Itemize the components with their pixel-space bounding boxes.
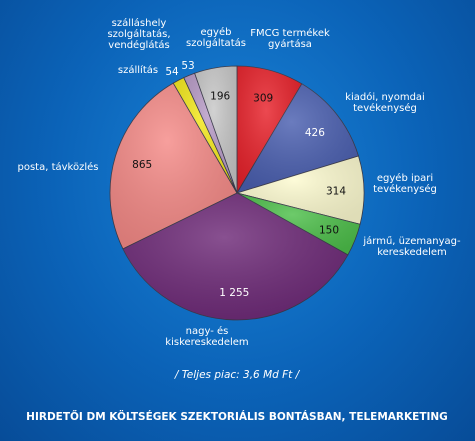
pie-slice-shade-5	[122, 193, 348, 320]
slice-category-label: szálláshely szolgáltatás, vendéglátás	[107, 17, 170, 51]
slice-value-label: 53	[181, 60, 194, 72]
slice-value-label: 150	[319, 225, 339, 237]
slice-value-label: 54	[165, 66, 179, 78]
slice-value-label: 426	[305, 127, 325, 139]
pie-slice-shade-3	[237, 155, 365, 225]
pie-slice-shade-9	[194, 66, 237, 193]
pie-slice-shade-8	[183, 73, 237, 193]
slice-value-label: 1 255	[219, 287, 249, 299]
pie-slice-shade-1	[237, 66, 302, 193]
slice-category-label: nagy- és kiskereskedelem	[165, 325, 248, 348]
pie-slice-shade-2	[237, 83, 359, 193]
pie-slice-shade-4	[237, 193, 361, 255]
slice-category-label: egyéb ipari tevékenység	[373, 172, 437, 195]
slice-category-label: posta, távközlés	[18, 161, 99, 173]
slice-category-label: szállítás	[118, 64, 158, 76]
slice-category-label: jármű, üzemanyag-kereskedelem	[362, 235, 461, 258]
total-market-text: / Teljes piac: 3,6 Md Ft /	[174, 369, 301, 381]
pie-slice-shade-6	[109, 83, 237, 249]
slice-value-label: 196	[210, 90, 230, 102]
slice-value-label: 309	[253, 93, 273, 105]
slice-category-label: FMCG termékek gyártása	[250, 27, 330, 50]
chart-title: HIRDETŐI DM KÖLTSÉGEK SZEKTORIÁLIS BONTÁ…	[26, 409, 448, 423]
slice-category-label: kiadói, nyomdai tevékenység	[345, 91, 425, 114]
slice-value-label: 865	[132, 159, 152, 171]
slice-value-label: 314	[326, 186, 346, 198]
slice-category-label: egyéb szolgáltatás	[186, 26, 246, 49]
pie-slice-shade-7	[173, 77, 237, 193]
